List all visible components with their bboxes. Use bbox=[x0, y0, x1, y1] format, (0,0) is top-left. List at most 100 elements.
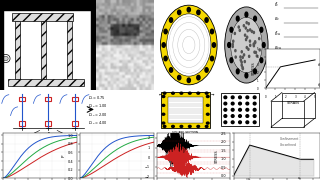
Bar bbox=[45, 97, 52, 101]
Text: $\Delta$: $\Delta$ bbox=[45, 130, 51, 138]
Circle shape bbox=[225, 7, 268, 83]
Circle shape bbox=[242, 68, 244, 70]
Circle shape bbox=[241, 61, 242, 63]
Circle shape bbox=[236, 69, 239, 74]
Circle shape bbox=[242, 66, 243, 69]
Bar bbox=[91, 0, 96, 90]
Bar bbox=[0, 0, 3, 90]
Circle shape bbox=[162, 122, 165, 124]
Circle shape bbox=[224, 96, 227, 99]
Circle shape bbox=[235, 50, 236, 52]
Y-axis label: STRESS: STRESS bbox=[214, 149, 218, 163]
Bar bbox=[168, 96, 203, 123]
Bar bbox=[221, 93, 259, 126]
Circle shape bbox=[206, 122, 209, 124]
Text: $D_{LS} = 2.00$: $D_{LS} = 2.00$ bbox=[88, 111, 108, 119]
Circle shape bbox=[162, 43, 165, 47]
Circle shape bbox=[248, 48, 249, 50]
Circle shape bbox=[245, 39, 247, 41]
Circle shape bbox=[231, 96, 234, 99]
Circle shape bbox=[254, 51, 255, 53]
Circle shape bbox=[262, 43, 265, 47]
Text: CIRCULAR DIAMETER: CIRCULAR DIAMETER bbox=[173, 92, 204, 96]
Circle shape bbox=[253, 45, 254, 47]
Circle shape bbox=[239, 115, 241, 117]
Circle shape bbox=[197, 125, 200, 127]
Circle shape bbox=[162, 113, 165, 115]
Circle shape bbox=[234, 32, 236, 35]
Text: ←: ← bbox=[159, 92, 163, 96]
Circle shape bbox=[253, 102, 256, 105]
Circle shape bbox=[242, 56, 243, 59]
Circle shape bbox=[178, 75, 181, 80]
Text: $f_{cu}$: $f_{cu}$ bbox=[274, 29, 282, 38]
Circle shape bbox=[239, 109, 241, 111]
Circle shape bbox=[224, 115, 227, 117]
Circle shape bbox=[206, 104, 209, 106]
Circle shape bbox=[178, 10, 181, 15]
Text: $D_{LS} = 4.00$: $D_{LS} = 4.00$ bbox=[88, 120, 108, 127]
Circle shape bbox=[251, 30, 252, 33]
Text: $D_{LS} = 1.00$: $D_{LS} = 1.00$ bbox=[88, 103, 108, 110]
Circle shape bbox=[224, 109, 227, 111]
Circle shape bbox=[253, 31, 254, 33]
Bar bbox=[12, 13, 73, 21]
Circle shape bbox=[163, 125, 166, 127]
Circle shape bbox=[236, 16, 239, 21]
Text: $f_c$: $f_c$ bbox=[317, 62, 320, 69]
Circle shape bbox=[212, 43, 215, 47]
Circle shape bbox=[167, 14, 211, 76]
Circle shape bbox=[246, 102, 249, 105]
Text: Confinement: Confinement bbox=[280, 137, 300, 141]
Circle shape bbox=[244, 34, 246, 36]
Circle shape bbox=[210, 29, 213, 34]
Circle shape bbox=[162, 104, 165, 106]
Circle shape bbox=[259, 38, 260, 40]
Y-axis label: STRESS: STRESS bbox=[252, 62, 255, 75]
Circle shape bbox=[256, 55, 258, 57]
Circle shape bbox=[239, 121, 241, 124]
Circle shape bbox=[206, 96, 209, 98]
Circle shape bbox=[172, 92, 174, 94]
Bar bbox=[19, 97, 25, 101]
Circle shape bbox=[188, 125, 191, 127]
Circle shape bbox=[250, 44, 251, 46]
Circle shape bbox=[240, 56, 241, 58]
Circle shape bbox=[231, 17, 262, 73]
Circle shape bbox=[241, 64, 242, 66]
Text: $f_c$: $f_c$ bbox=[274, 0, 280, 9]
Circle shape bbox=[253, 121, 256, 124]
Circle shape bbox=[224, 102, 227, 105]
Circle shape bbox=[224, 121, 227, 124]
Circle shape bbox=[228, 43, 230, 47]
Circle shape bbox=[170, 18, 173, 22]
Bar bbox=[8, 79, 84, 86]
Circle shape bbox=[249, 40, 251, 42]
Text: $f_y$: $f_y$ bbox=[317, 81, 320, 90]
Circle shape bbox=[253, 43, 254, 45]
Circle shape bbox=[255, 51, 256, 53]
Circle shape bbox=[230, 58, 233, 63]
Circle shape bbox=[254, 42, 256, 44]
Circle shape bbox=[260, 58, 263, 63]
Circle shape bbox=[233, 40, 234, 42]
Circle shape bbox=[232, 43, 233, 45]
Circle shape bbox=[245, 12, 248, 17]
Circle shape bbox=[246, 47, 247, 49]
Circle shape bbox=[197, 10, 200, 15]
Text: $D_y = 0.75$: $D_y = 0.75$ bbox=[88, 94, 106, 101]
Circle shape bbox=[172, 125, 174, 127]
Circle shape bbox=[197, 75, 200, 80]
Circle shape bbox=[250, 29, 251, 31]
Circle shape bbox=[238, 26, 239, 28]
Circle shape bbox=[231, 121, 234, 124]
Circle shape bbox=[232, 45, 233, 48]
Bar bbox=[41, 21, 46, 79]
Bar bbox=[161, 91, 210, 128]
Text: $\varepsilon_{cu}$: $\varepsilon_{cu}$ bbox=[274, 44, 283, 52]
Circle shape bbox=[246, 22, 247, 24]
Circle shape bbox=[239, 102, 241, 105]
Bar bbox=[19, 121, 25, 126]
Circle shape bbox=[187, 78, 190, 83]
Circle shape bbox=[239, 29, 240, 31]
